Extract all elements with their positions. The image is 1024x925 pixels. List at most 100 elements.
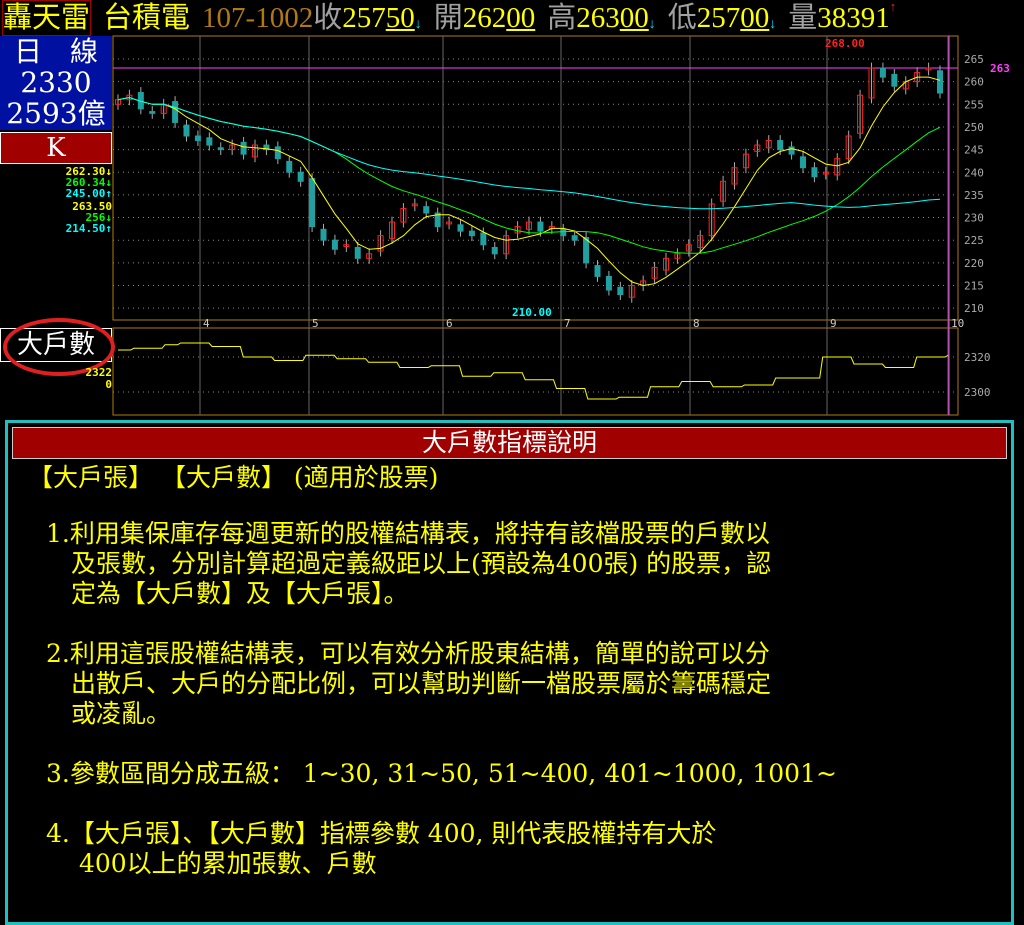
candle-body — [263, 144, 270, 151]
legend-ma60: 245.00↑ — [65, 187, 112, 200]
candle-body — [377, 235, 384, 252]
candle-body — [697, 235, 704, 248]
candle-body — [742, 153, 749, 169]
candle-body — [297, 171, 304, 182]
volume-value: 38391 — [817, 2, 890, 34]
legend-ma5-next: 263.50 — [72, 200, 112, 213]
candle-body — [274, 146, 281, 160]
candle-body — [731, 167, 738, 185]
down-arrow-icon: ↓ — [769, 17, 777, 32]
candle-body — [411, 203, 418, 207]
high-value: 263 — [576, 2, 620, 34]
indicator-value: 2322 — [85, 366, 113, 379]
dialog-subtitle: 【大戶張】 【大戶數】 (適用於股票) — [28, 463, 439, 492]
candle-body — [845, 135, 852, 160]
candle-body — [468, 230, 475, 237]
help-item-3: 3.參數區間分成五級： 1~30, 31~50, 51~400, 401~100… — [46, 759, 991, 789]
line: 2.利用這張股權結構表，可以有效分析股東結構，簡單的說可以分 — [46, 639, 770, 668]
candle-body — [857, 94, 864, 134]
candle-body — [217, 147, 224, 151]
indicator-tick-label: 2300 — [964, 386, 991, 399]
dialog-body: 【大戶張】 【大戶數】 (適用於股票) 1.利用集保庫存每週更新的股權結構表，將… — [8, 463, 1011, 879]
candle-body — [674, 253, 681, 259]
candle-body — [286, 160, 293, 173]
trade-amount: 2593億 — [6, 97, 106, 130]
candle-body — [480, 232, 487, 246]
candle-body — [571, 235, 578, 241]
y-tick-label: 245 — [964, 144, 984, 157]
highlight-circle — [3, 318, 115, 376]
price-chart[interactable]: 265 260 255 250 245 240 235 230 225 220 215 210 4 5 6 7… — [0, 0, 1024, 420]
help-item-2: 2.利用這張股權結構表，可以有效分析股東結構，簡單的說可以分 出散戶、大戶的分配… — [46, 639, 991, 729]
line: 400以上的累加張數、戶數 — [46, 849, 377, 878]
candle-body — [800, 156, 806, 169]
candle-body — [366, 253, 373, 259]
dialog-title: 大戶數指標說明 — [12, 427, 1007, 459]
ma5-line — [117, 76, 941, 287]
candle-body — [651, 266, 658, 279]
candle-body — [720, 180, 727, 202]
candle-body — [172, 101, 179, 123]
candle-body — [777, 140, 784, 151]
x-tick-label: 5 — [312, 317, 319, 330]
candle-body — [594, 265, 601, 277]
candle-body — [491, 246, 498, 255]
down-arrow-icon: ↓ — [648, 17, 656, 32]
line: 3.參數區間分成五級： 1~30, 31~50, 51~400, 401~100… — [46, 759, 837, 788]
y-tick-label: 220 — [964, 257, 984, 270]
candle-body — [503, 235, 510, 255]
candle-body — [149, 111, 156, 114]
low-decimal: 00 — [740, 2, 770, 34]
candle-body — [754, 144, 761, 152]
candle-body — [605, 275, 612, 291]
y-tick-label: 210 — [964, 302, 984, 315]
x-tick-label: 10 — [951, 317, 964, 330]
candle-body — [206, 137, 213, 146]
candle-body — [868, 67, 875, 99]
y-tick-label: 240 — [964, 166, 984, 179]
candle-body — [434, 212, 441, 228]
candle-body — [423, 206, 430, 214]
y-tick-label: 235 — [964, 189, 984, 202]
low-value: 257 — [696, 2, 741, 34]
candle-body — [765, 140, 772, 149]
line: 定為【大戶數】及【大戶張】。 — [46, 579, 409, 608]
period-label: 日 線 — [13, 35, 98, 68]
stock-name: 台積電 — [103, 2, 191, 34]
help-item-4: 4.【大戶張】、【大戶數】指標參數 400, 則代表股權持有大於 400以上的累… — [46, 819, 991, 879]
candle-body — [183, 124, 190, 137]
candle-body — [628, 285, 635, 298]
candle-body — [457, 224, 464, 232]
x-tick-label: 6 — [446, 317, 453, 330]
volume-label: 量 — [788, 2, 818, 34]
k-chart-button[interactable]: K — [0, 132, 112, 164]
candle-body — [343, 244, 350, 248]
help-item-1: 1.利用集保庫存每週更新的股權結構表，將持有該檔股票的戶數以 及張數，分別計算超… — [46, 519, 991, 609]
y-tick-label: 265 — [964, 53, 984, 66]
y-tick-label: 230 — [964, 212, 984, 225]
candle-body — [583, 236, 590, 264]
high-label: 高 — [547, 2, 577, 34]
high-marker: 268.00 — [825, 37, 865, 50]
price-plot-frame — [112, 35, 959, 321]
candle-body — [925, 67, 932, 71]
indicator-tick-label: 2320 — [964, 351, 991, 364]
ma60-line — [117, 96, 941, 210]
line: 出散戶、大戶的分配比例，可以幫助判斷一檔股票屬於籌碼穩定 — [46, 669, 772, 698]
candle-body — [194, 135, 201, 142]
y-tick-label: 215 — [964, 280, 984, 293]
legend-ma20: 260.34↓ — [65, 176, 112, 189]
candle-body — [708, 203, 715, 237]
period-panel[interactable]: 日 線 2330 2593億 — [0, 36, 112, 130]
legend-ma20-next: 256↓ — [85, 211, 113, 224]
stock-code: 2330 — [20, 66, 92, 99]
candle-body — [252, 144, 258, 158]
open-label: 開 — [433, 2, 463, 34]
candle-body — [617, 286, 624, 296]
line: 或凌亂。 — [46, 699, 172, 728]
y-tick-label: 260 — [964, 76, 984, 89]
candle-body — [834, 158, 841, 176]
low-marker: 210.00 — [512, 306, 552, 319]
open-decimal: 00 — [506, 2, 536, 34]
candle-body — [937, 70, 943, 94]
